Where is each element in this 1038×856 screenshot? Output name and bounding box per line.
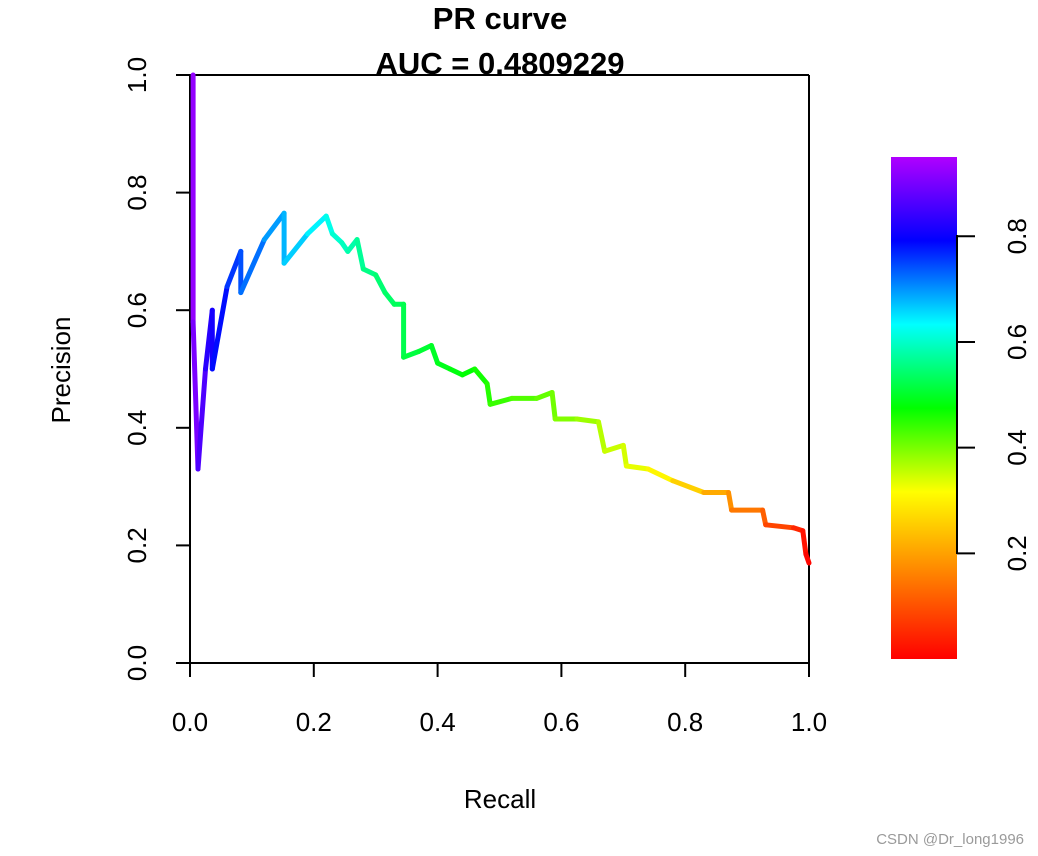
y-tick-label: 0.4 [122, 410, 152, 446]
pr-curve-segment [190, 319, 201, 472]
pr-curve-segment [534, 390, 555, 401]
pr-curve-segment [428, 343, 441, 366]
pr-curve-segment [670, 478, 707, 495]
y-tick-label: 0.0 [122, 645, 152, 681]
y-tick-label: 0.8 [122, 175, 152, 211]
colorbar-tick-label: 0.8 [1002, 218, 1032, 254]
pr-curve-segment [373, 272, 388, 296]
pr-curve-segment [472, 366, 490, 387]
pr-curve-segment [195, 366, 208, 472]
pr-curve-segment [760, 507, 769, 528]
x-tick-label: 0.8 [667, 707, 703, 737]
pr-curve-segment [602, 442, 626, 454]
pr-curve-segment [305, 213, 329, 237]
pr-curve-segment [354, 237, 366, 272]
colorbar-legend: 0.2 0.4 0.6 0.8 [891, 157, 1032, 659]
pr-curve-segment [261, 210, 287, 243]
pr-curve-segment [401, 348, 422, 360]
pr-curve-segment [209, 284, 230, 372]
watermark-text: CSDN @Dr_long1996 [876, 831, 1024, 848]
x-tick-label: 0.4 [420, 707, 456, 737]
pr-curve-segment [800, 528, 809, 557]
x-tick-label: 1.0 [791, 707, 827, 737]
plot-area: 0.0 0.2 0.4 0.6 0.8 1.0 0.0 0.2 0.4 0.6 0.8 1.0 [122, 57, 827, 737]
pr-curve-segment [238, 237, 267, 296]
x-tick-label: 0.6 [543, 707, 579, 737]
pr-curve-segment [484, 381, 493, 407]
pr-curve-segment [803, 551, 812, 566]
pr-curve-segment [645, 466, 676, 484]
y-axis-label: Precision [46, 317, 76, 424]
chart-title: PR curve [433, 1, 567, 36]
colorbar-gradient [891, 157, 957, 659]
y-tick-label: 0.2 [122, 527, 152, 563]
pr-curve-segment [323, 213, 335, 237]
colorbar-tick-label: 0.6 [1002, 324, 1032, 360]
pr-curve-segment [596, 419, 608, 454]
x-axis-label: Recall [464, 784, 536, 814]
pr-curve-segment [549, 390, 558, 422]
pr-curve-segment [620, 442, 629, 469]
y-tick-label: 1.0 [122, 57, 152, 93]
pr-curve-segment [574, 416, 601, 425]
colorbar-tick-label: 0.4 [1002, 430, 1032, 466]
x-tick-label: 0.0 [172, 707, 208, 737]
colorbar-tick-label: 0.2 [1002, 535, 1032, 571]
y-tick-label: 0.6 [122, 292, 152, 328]
pr-curve-segment [763, 522, 796, 531]
pr-curve-segment [487, 395, 515, 407]
pr-curve-segment [726, 490, 735, 513]
pr-curve-segment [281, 231, 311, 266]
x-tick-label: 0.2 [296, 707, 332, 737]
pr-curve-segment [623, 463, 651, 472]
